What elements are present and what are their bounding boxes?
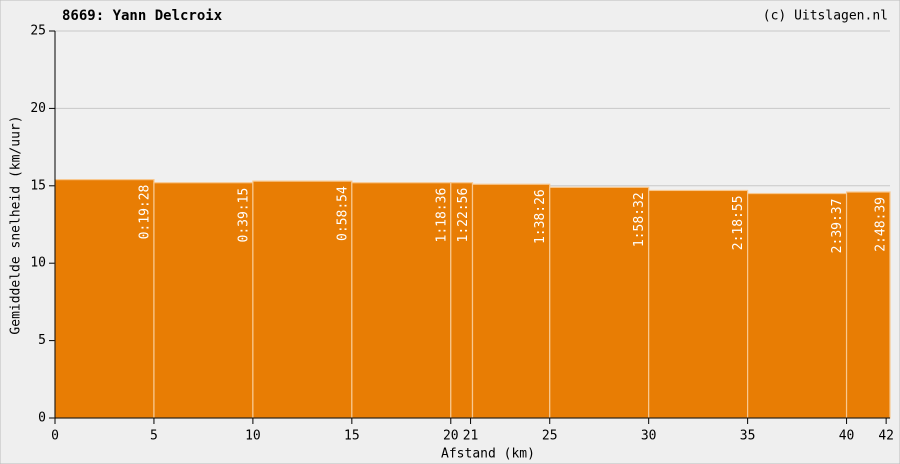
split-time: 2:48:39 [874,197,889,252]
bar [747,192,848,419]
x-tick-label: 21 [463,429,479,444]
x-tick-label: 30 [641,429,657,444]
bar [845,191,891,419]
x-tick-label: 5 [150,429,158,444]
split-time: 0:19:28 [137,185,152,240]
split-time: 1:22:56 [456,188,471,243]
split-time: 0:58:54 [335,186,350,241]
x-axis-label: Afstand (km) [441,447,535,462]
bar [153,182,254,419]
split-time: 1:18:36 [434,188,449,243]
y-tick-label: 25 [30,24,46,39]
bar [54,179,155,419]
bar [252,180,353,419]
y-tick-label: 20 [30,101,46,116]
y-tick-label: 0 [38,411,46,426]
credit: (c) Uitslagen.nl [763,9,888,24]
y-tick-label: 15 [30,178,46,193]
split-time: 2:39:37 [830,199,845,254]
chart-title: 8669: Yann Delcroix [62,8,223,24]
y-axis-label: Gemiddelde snelheid (km/uur) [9,115,24,334]
x-tick-label: 10 [245,429,261,444]
y-tick-label: 10 [30,256,46,271]
x-tick-label: 25 [542,429,558,444]
bar [471,183,551,419]
y-tick-label: 5 [38,333,46,348]
split-time: 2:18:55 [731,195,746,250]
x-tick-label: 0 [51,429,59,444]
x-tick-label: 20 [443,429,459,444]
split-time: 0:39:15 [236,188,251,243]
split-time: 1:38:26 [533,189,548,244]
x-tick-label: 35 [740,429,756,444]
split-time: 1:58:32 [632,192,647,247]
x-tick-label: 15 [344,429,360,444]
x-tick-label: 42 [878,429,894,444]
x-tick-label: 40 [839,429,855,444]
bar [351,182,452,419]
